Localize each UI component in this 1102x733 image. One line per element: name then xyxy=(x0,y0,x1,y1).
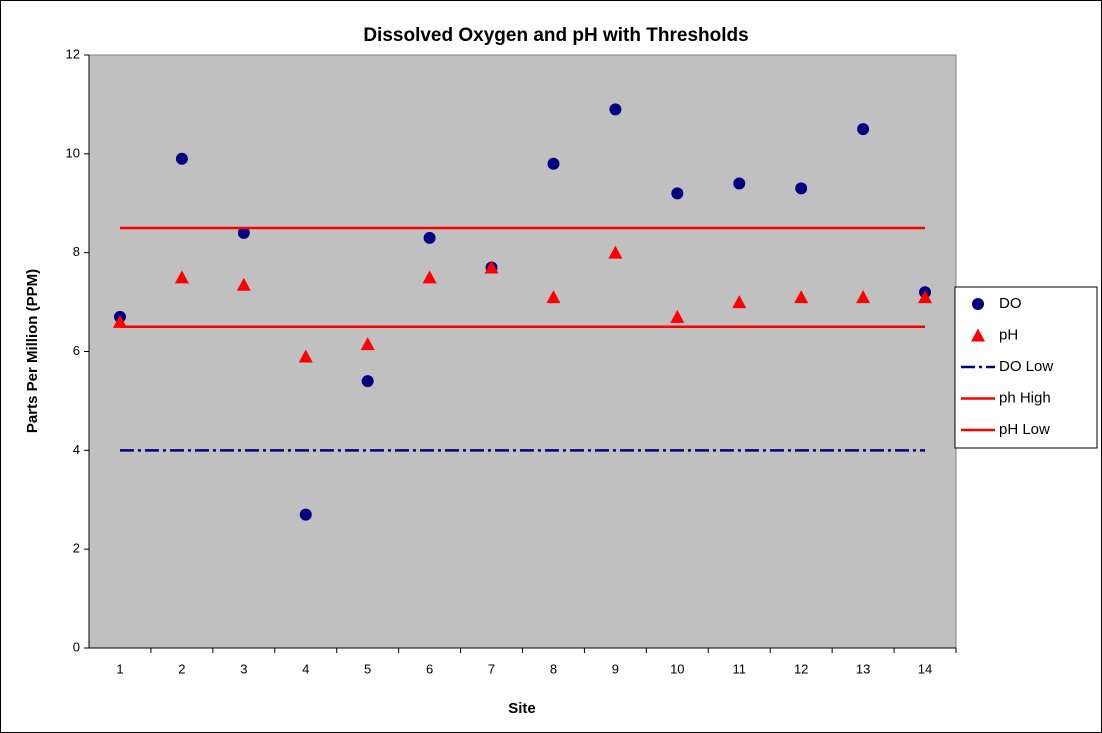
legend-label: DO Low xyxy=(999,358,1053,375)
x-tick-label: 14 xyxy=(918,661,932,676)
marker-circle xyxy=(857,123,870,136)
marker-circle xyxy=(972,298,984,310)
y-tick-label: 0 xyxy=(73,639,80,654)
marker-triangle xyxy=(794,290,809,304)
marker-circle xyxy=(795,182,808,195)
y-tick-label: 4 xyxy=(73,442,80,457)
y-tick-label: 8 xyxy=(73,244,80,259)
marker-triangle xyxy=(174,270,189,284)
marker-triangle xyxy=(546,290,561,304)
x-tick-label: 3 xyxy=(240,661,247,676)
y-tick-label: 2 xyxy=(73,541,80,556)
y-tick-label: 10 xyxy=(66,145,80,160)
legend-label: pH xyxy=(999,326,1018,343)
x-tick-label: 13 xyxy=(856,661,870,676)
marker-triangle xyxy=(360,337,375,351)
marker-circle xyxy=(609,103,622,116)
x-tick-label: 9 xyxy=(612,661,619,676)
x-tick-label: 8 xyxy=(550,661,557,676)
x-axis-title: Site xyxy=(508,700,536,717)
marker-triangle xyxy=(422,270,437,284)
marker-circle xyxy=(423,231,436,244)
marker-triangle xyxy=(670,309,685,323)
marker-circle xyxy=(547,157,560,170)
marker-triangle xyxy=(484,260,499,274)
legend-label: pH Low xyxy=(999,421,1050,438)
x-tick-label: 12 xyxy=(794,661,808,676)
marker-triangle xyxy=(608,245,623,259)
chart-title: Dissolved Oxygen and pH with Thresholds xyxy=(363,25,748,46)
marker-triangle xyxy=(236,277,251,291)
marker-triangle xyxy=(112,314,127,328)
x-tick-label: 1 xyxy=(116,661,123,676)
x-tick-label: 5 xyxy=(364,661,371,676)
marker-triangle xyxy=(732,295,747,309)
y-tick-label: 6 xyxy=(73,343,80,358)
marker-circle xyxy=(361,375,374,388)
marker-circle xyxy=(671,187,684,200)
x-tick-label: 11 xyxy=(733,661,747,676)
legend-label: DO xyxy=(999,295,1022,312)
legend-box xyxy=(954,286,1098,449)
y-axis-title: Parts Per Million (PPM) xyxy=(24,269,41,433)
x-tick-label: 4 xyxy=(302,661,309,676)
x-tick-label: 7 xyxy=(488,661,495,676)
marker-triangle xyxy=(918,290,933,304)
marker-triangle xyxy=(971,328,985,342)
y-tick-label: 12 xyxy=(66,46,80,61)
marker-circle xyxy=(733,177,746,190)
marker-circle xyxy=(237,226,250,239)
legend-label: ph High xyxy=(999,389,1051,406)
x-tick-label: 6 xyxy=(426,661,433,676)
x-tick-label: 10 xyxy=(670,661,684,676)
x-tick-label: 2 xyxy=(178,661,185,676)
marker-circle xyxy=(175,152,188,165)
marker-triangle xyxy=(856,290,871,304)
marker-triangle xyxy=(298,349,313,363)
plot-area xyxy=(88,54,957,649)
marker-circle xyxy=(299,508,312,521)
